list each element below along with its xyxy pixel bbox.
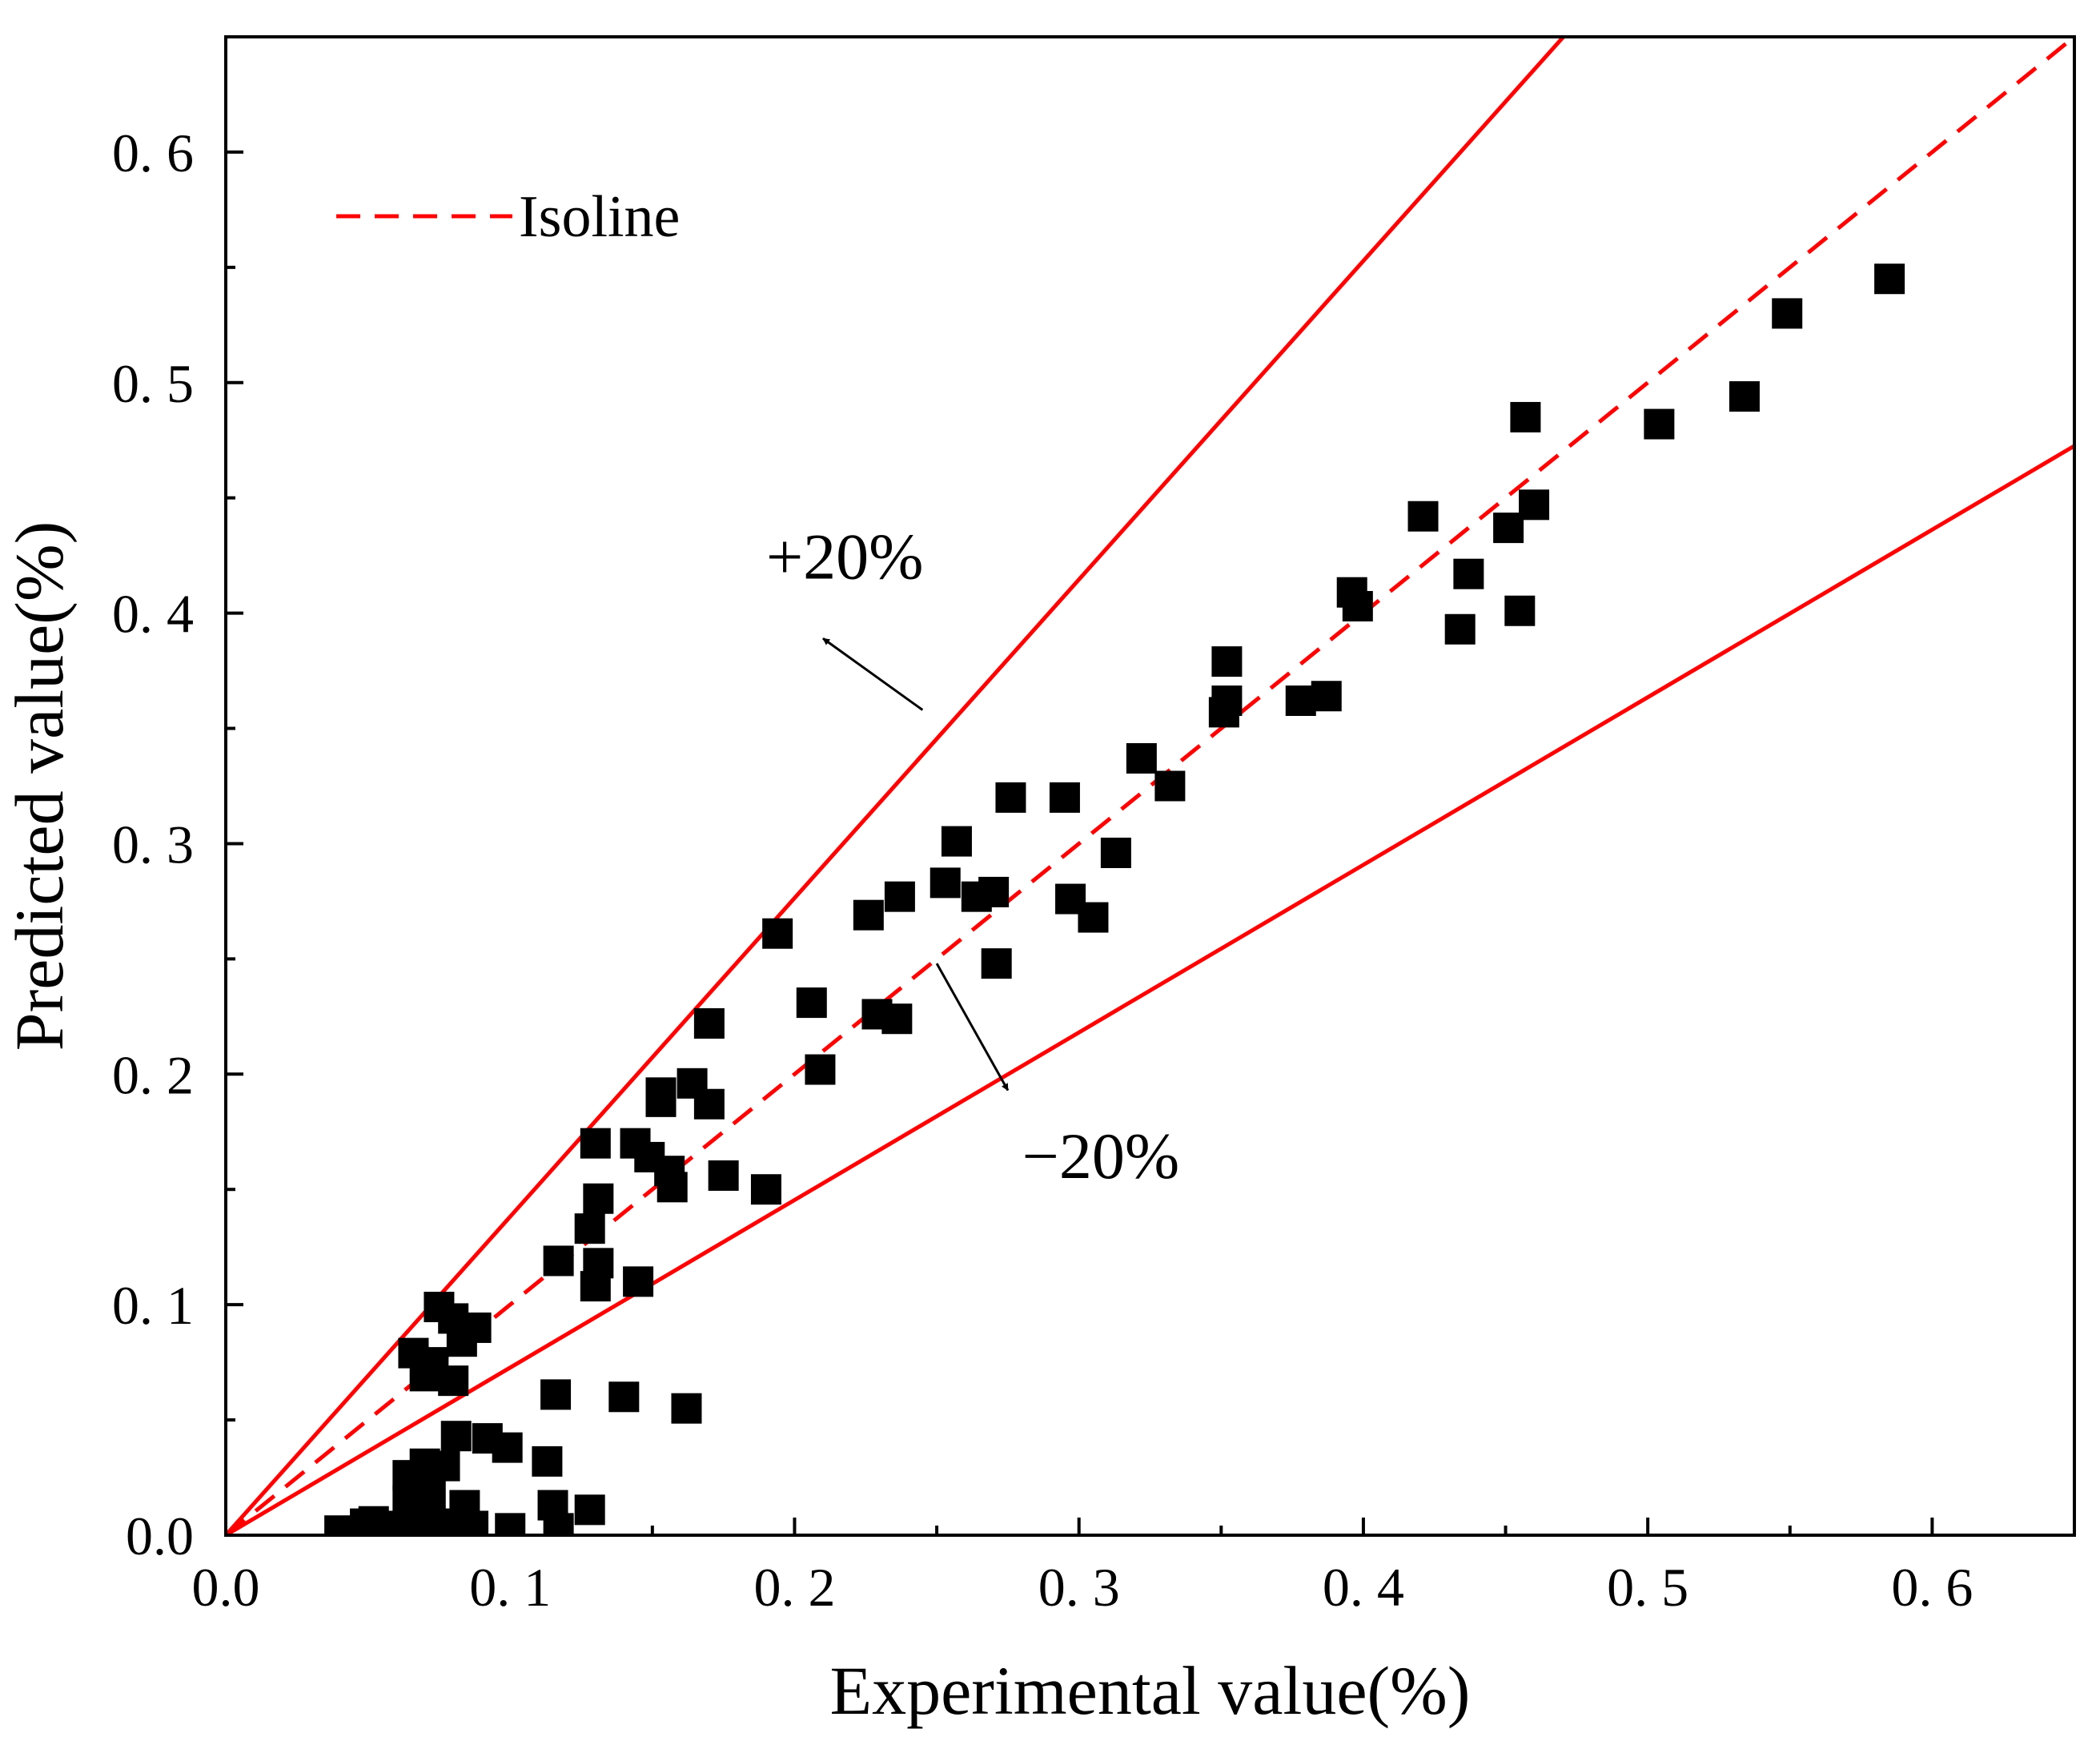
data-point	[1342, 590, 1373, 621]
data-point	[1211, 646, 1243, 678]
data-point	[805, 1054, 836, 1085]
data-point	[1407, 501, 1439, 532]
data-point	[1493, 513, 1524, 544]
isoline	[226, 37, 2074, 1535]
x-tick-label: 0. 1	[469, 1557, 551, 1618]
reference-lines	[226, 37, 2074, 1535]
data-point	[1100, 837, 1131, 868]
data-point	[693, 1007, 725, 1039]
data-point	[438, 1365, 469, 1397]
data-points	[324, 263, 1905, 1535]
data-point	[1644, 408, 1675, 440]
data-point	[1311, 681, 1342, 712]
minus-20-arrow	[935, 963, 1010, 1092]
data-point	[409, 1361, 440, 1392]
x-tick-label: 0.0	[192, 1557, 260, 1618]
data-point	[796, 987, 827, 1019]
data-point	[677, 1068, 708, 1099]
data-point	[540, 1379, 572, 1410]
data-point	[1055, 883, 1086, 915]
minus-20-line	[226, 444, 2074, 1535]
data-point	[708, 1160, 739, 1191]
data-point	[429, 1450, 460, 1482]
legend-isoline-label: Isoline	[519, 184, 680, 250]
data-point	[580, 1271, 611, 1302]
data-point	[750, 1174, 781, 1205]
data-point	[1874, 263, 1905, 295]
data-point	[1444, 613, 1476, 645]
y-tick-label: 0. 2	[112, 1044, 194, 1105]
data-point	[608, 1381, 640, 1413]
data-point	[532, 1445, 563, 1477]
data-point	[574, 1213, 605, 1244]
data-point	[981, 948, 1012, 979]
data-point	[458, 1510, 489, 1535]
data-point	[383, 1515, 415, 1535]
data-point	[853, 899, 884, 931]
y-tick-label: 0. 1	[112, 1275, 194, 1336]
data-point	[324, 1515, 355, 1535]
data-point	[645, 1086, 677, 1117]
x-tick-label: 0. 6	[1891, 1557, 1973, 1618]
data-point	[1772, 298, 1803, 329]
y-tick-label: 0.0	[126, 1506, 194, 1566]
data-point	[1049, 782, 1080, 813]
data-point	[1154, 770, 1186, 802]
data-point	[1285, 685, 1316, 716]
y-tick-label: 0. 6	[112, 123, 194, 183]
data-point	[930, 867, 961, 899]
data-point	[574, 1494, 605, 1526]
plus-20-label: +20%	[766, 520, 924, 593]
data-point	[446, 1326, 477, 1357]
data-point	[762, 918, 793, 949]
data-point	[1510, 401, 1541, 432]
x-tick-label: 0. 5	[1607, 1557, 1688, 1618]
data-point	[492, 1432, 523, 1463]
data-point	[657, 1172, 688, 1203]
data-point	[1519, 489, 1550, 521]
data-point	[1729, 381, 1760, 412]
x-tick-label: 0. 4	[1323, 1557, 1404, 1618]
data-point	[881, 1003, 913, 1035]
plot-frame	[224, 35, 2076, 1537]
data-point	[1504, 595, 1536, 626]
data-point	[623, 1266, 654, 1297]
data-point	[671, 1393, 702, 1424]
data-point	[440, 1421, 472, 1452]
data-point	[583, 1183, 614, 1214]
data-point	[432, 1508, 464, 1535]
x-tick-label: 0. 3	[1038, 1557, 1120, 1618]
data-point	[884, 881, 915, 912]
data-point	[543, 1245, 574, 1277]
minus-20-label: −20%	[1022, 1120, 1180, 1192]
y-tick-label: 0. 3	[112, 814, 194, 875]
annotations: +20% −20%	[766, 520, 1179, 1192]
legend: Isoline	[336, 184, 680, 250]
data-point	[1208, 697, 1239, 728]
y-tick-label: 0. 4	[112, 584, 194, 645]
y-axis-title: Predicted value(%)	[1, 521, 78, 1051]
data-point	[620, 1128, 651, 1159]
data-point	[543, 1513, 574, 1535]
axes: 0.0 0. 1 0. 2 0. 3 0. 4 0. 5 0. 6 0.0 0. 1 0. 2 0.…	[1, 35, 2076, 1729]
plus-20-arrow	[822, 637, 924, 711]
data-point	[995, 782, 1026, 813]
data-point	[580, 1128, 611, 1159]
plus-20-line	[226, 37, 1567, 1535]
x-tick-label: 0. 2	[753, 1557, 835, 1618]
data-point	[1126, 742, 1157, 774]
x-axis-title: Experimental value(%)	[830, 1652, 1471, 1729]
data-point	[415, 1478, 446, 1510]
y-tick-label: 0. 5	[112, 353, 194, 414]
data-point	[978, 876, 1010, 907]
data-point	[941, 826, 972, 857]
data-point	[1453, 558, 1484, 589]
